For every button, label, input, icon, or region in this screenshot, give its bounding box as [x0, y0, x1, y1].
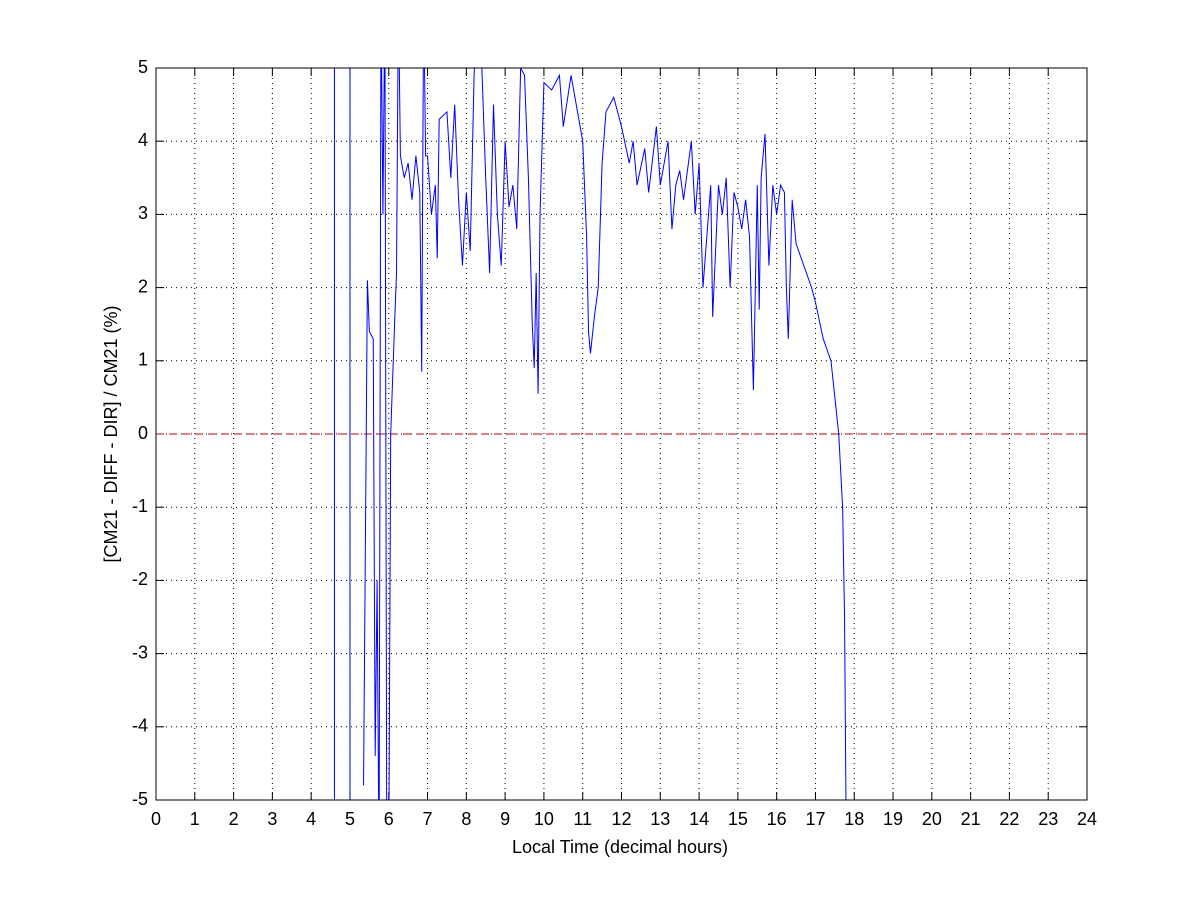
- plot-area: [333, 68, 847, 800]
- x-tick-label: 20: [922, 809, 942, 829]
- y-tick-label: 0: [138, 423, 148, 443]
- x-tick-label: 5: [345, 809, 355, 829]
- x-tick-label: 12: [611, 809, 631, 829]
- x-tick-label: 9: [500, 809, 510, 829]
- y-tick-label: 5: [138, 57, 148, 77]
- x-tick-label: 19: [883, 809, 903, 829]
- x-tick-label: 6: [384, 809, 394, 829]
- y-tick-label: -5: [132, 789, 148, 809]
- y-tick-label: -1: [132, 496, 148, 516]
- x-tick-label: 24: [1077, 809, 1097, 829]
- x-tick-label: 8: [461, 809, 471, 829]
- x-tick-label: 11: [573, 809, 592, 829]
- y-tick-label: 2: [138, 276, 148, 296]
- x-tick-label: 0: [151, 809, 161, 829]
- x-tick-label: 10: [534, 809, 554, 829]
- y-tick-label: -4: [132, 716, 148, 736]
- x-tick-label: 16: [767, 809, 787, 829]
- x-tick-label: 23: [1038, 809, 1058, 829]
- x-tick-label: 2: [229, 809, 239, 829]
- x-tick-label: 13: [650, 809, 670, 829]
- x-tick-label: 7: [423, 809, 433, 829]
- data-line: [333, 68, 847, 800]
- y-tick-label: 4: [138, 130, 148, 150]
- x-tick-label: 1: [190, 809, 200, 829]
- x-tick-label: 3: [267, 809, 277, 829]
- x-axis-label: Local Time (decimal hours): [512, 837, 728, 857]
- plot-frame: [155, 67, 1088, 801]
- x-tick-label: 15: [728, 809, 748, 829]
- x-tick-label: 4: [306, 809, 316, 829]
- x-tick-label: 14: [689, 809, 709, 829]
- y-axis-label: [CM21 - DIFF - DIR] / CM21 (%): [101, 305, 121, 562]
- x-tick-label: 17: [805, 809, 825, 829]
- y-tick-label: -3: [132, 642, 148, 662]
- x-tick-label: 21: [961, 809, 981, 829]
- x-tick-label: 18: [844, 809, 864, 829]
- y-tick-label: 3: [138, 203, 148, 223]
- y-tick-label: 1: [138, 350, 148, 370]
- x-tick-label: 22: [999, 809, 1019, 829]
- y-tick-label: -2: [132, 569, 148, 589]
